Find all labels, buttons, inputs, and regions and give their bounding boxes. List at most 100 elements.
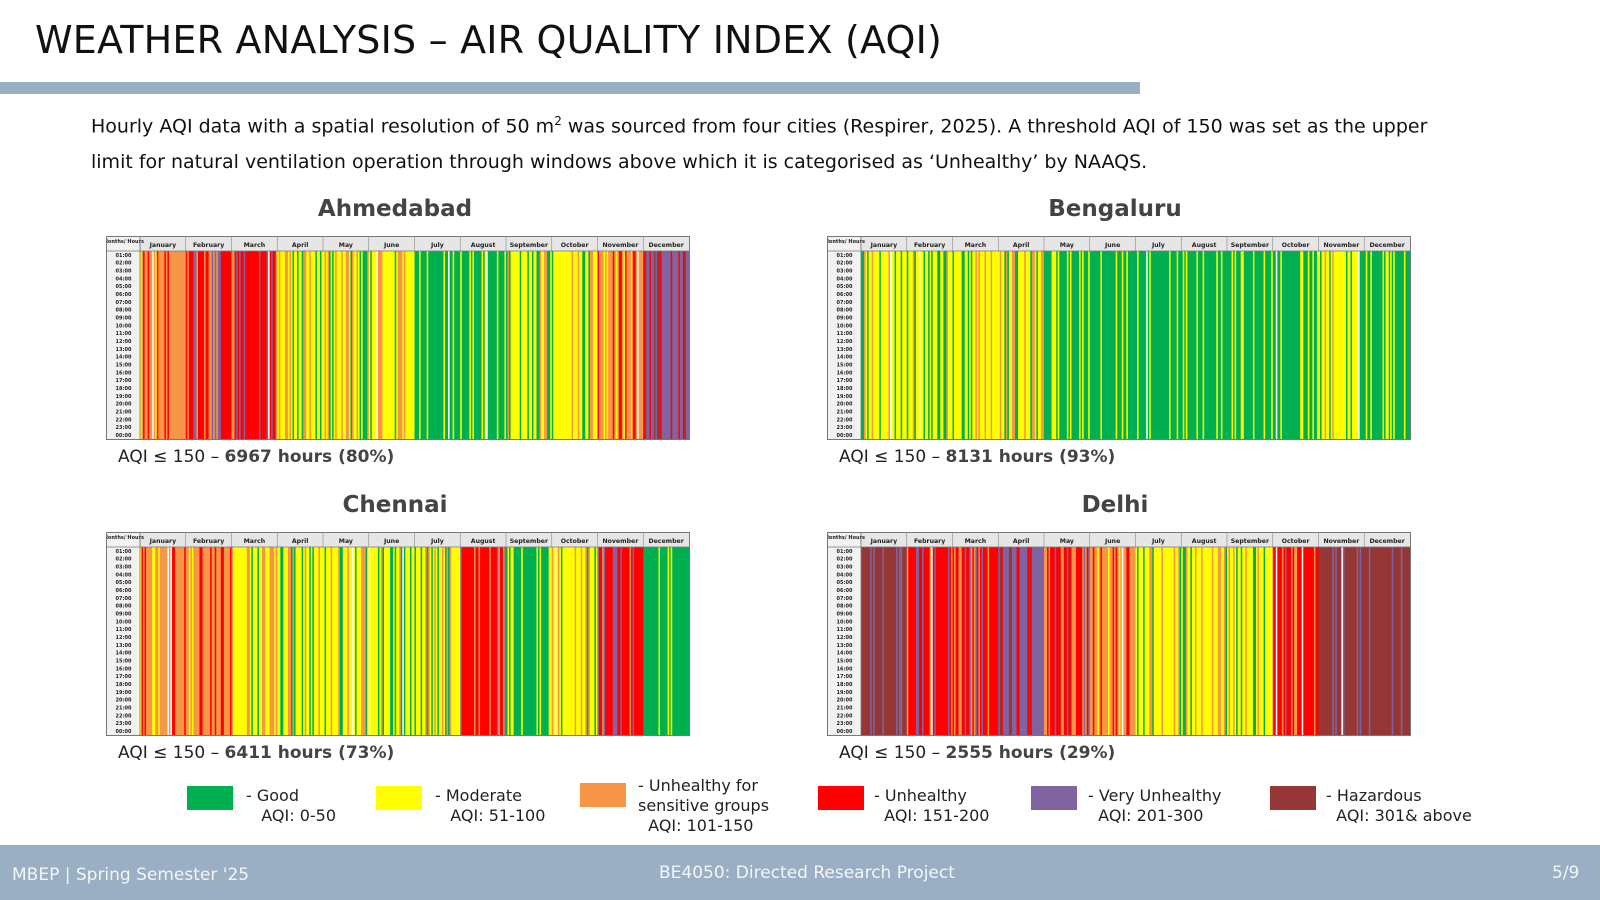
- heatmap-day-stripe: [390, 251, 393, 439]
- heatmap-day-stripe: [1356, 547, 1359, 735]
- heatmap-day-stripe: [1071, 547, 1074, 735]
- heatmap-day-stripe: [1166, 547, 1168, 735]
- heatmap-day-stripe: [1191, 251, 1194, 439]
- heatmap-day-stripe: [585, 251, 588, 439]
- heatmap-day-stripe: [295, 251, 298, 439]
- heatmap-day-stripe: [995, 547, 998, 735]
- heatmap-day-stripe: [650, 251, 653, 439]
- heatmap-day-stripe: [1025, 547, 1028, 735]
- heatmap-day-stripe: [269, 547, 272, 735]
- heatmap-day-stripe: [1237, 547, 1240, 735]
- heatmap-day-stripe: [585, 547, 588, 735]
- hour-label: 06:00: [837, 588, 853, 594]
- heatmap-day-stripe: [1246, 251, 1249, 439]
- heatmap-day-stripe: [341, 547, 344, 735]
- heatmap-day-stripe: [243, 547, 246, 735]
- heatmap-day-stripe: [1227, 547, 1229, 735]
- heatmap-day-stripe: [188, 251, 191, 439]
- heatmap-day-stripe: [609, 547, 612, 735]
- heatmap-day-stripe: [1280, 251, 1283, 439]
- heatmap-day-stripe: [347, 251, 350, 439]
- heatmap-day-stripe: [1272, 251, 1275, 439]
- heatmap-day-stripe: [394, 251, 397, 439]
- heatmap-day-stripe: [646, 547, 649, 735]
- corner-label: Months/ Hours: [828, 239, 865, 245]
- heatmap-day-stripe: [912, 547, 915, 735]
- heatmap-day-stripe: [257, 547, 260, 735]
- heatmap-day-stripe: [1384, 251, 1386, 439]
- legend-line: - Unhealthy for: [638, 776, 758, 795]
- heatmap-day-stripe: [664, 251, 667, 439]
- heatmap-day-stripe: [524, 547, 527, 735]
- heatmap-day-stripe: [667, 251, 670, 439]
- heatmap-day-stripe: [1173, 251, 1176, 439]
- heatmap-day-stripe: [262, 251, 264, 439]
- month-label: February: [193, 538, 224, 545]
- heatmap-day-stripe: [528, 547, 531, 735]
- heatmap-day-stripe: [553, 251, 556, 439]
- heatmap-day-stripe: [615, 547, 618, 735]
- heatmap-day-stripe: [1111, 547, 1114, 735]
- heatmap-day-stripe: [506, 547, 508, 735]
- heatmap-day-stripe: [394, 547, 397, 735]
- heatmap-day-stripe: [290, 547, 293, 735]
- heatmap-day-stripe: [1135, 251, 1138, 439]
- heatmap-day-stripe: [1199, 547, 1202, 735]
- heatmap-day-stripe: [228, 251, 231, 439]
- heatmap-day-stripe: [1114, 547, 1117, 735]
- heatmap-day-stripe: [1223, 251, 1226, 439]
- title-accent-bar: [0, 82, 1140, 94]
- month-label: July: [430, 242, 444, 249]
- heatmap-day-stripe: [518, 547, 521, 735]
- heatmap-day-stripe: [656, 547, 659, 735]
- heatmap-day-stripe: [649, 547, 652, 735]
- heatmap-day-stripe: [947, 547, 950, 735]
- heatmap-day-stripe: [1268, 251, 1271, 439]
- heatmap-day-stripe: [1336, 251, 1339, 439]
- heatmap-day-stripe: [260, 547, 263, 735]
- heatmap-day-stripe: [995, 251, 998, 439]
- heatmap-day-stripe: [536, 547, 539, 735]
- heatmap-day-stripe: [891, 251, 894, 439]
- heatmap-header-bg: [828, 237, 1410, 251]
- heatmap-day-stripe: [149, 547, 152, 735]
- heatmap-day-stripe: [333, 251, 336, 439]
- heatmap-day-stripe: [1355, 251, 1358, 439]
- legend-swatch-moderate: [376, 786, 422, 810]
- heatmap-day-stripe: [356, 547, 359, 735]
- heatmap-day-stripe: [255, 251, 258, 439]
- heatmap-bengaluru: January February March April May June July Augu…: [827, 236, 1411, 440]
- heatmap-day-stripe: [312, 251, 315, 439]
- hour-label: 06:00: [116, 292, 132, 298]
- heatmap-day-stripe: [1008, 251, 1011, 439]
- heatmap-day-stripe: [937, 547, 940, 735]
- heatmap-day-stripe: [364, 251, 367, 439]
- heatmap-day-stripe: [1018, 251, 1020, 439]
- heatmap-day-stripe: [441, 547, 444, 735]
- heatmap-day-stripe: [1327, 251, 1330, 439]
- hour-label: 23:00: [837, 425, 853, 431]
- heatmap-day-stripe: [911, 251, 914, 439]
- heatmap-day-stripe: [1089, 251, 1092, 439]
- chart-title-delhi: Delhi: [1081, 492, 1149, 518]
- heatmap-day-stripe: [516, 251, 519, 439]
- heatmap-day-stripe: [1327, 547, 1330, 735]
- heatmap-day-stripe: [573, 251, 576, 439]
- heatmap-day-stripe: [941, 251, 944, 439]
- heatmap-day-stripe: [231, 547, 234, 735]
- heatmap-day-stripe: [570, 547, 572, 735]
- heatmap-day-stripe: [1373, 251, 1376, 439]
- heatmap-day-stripe: [495, 251, 498, 439]
- heatmap-day-stripe: [1146, 547, 1149, 735]
- heatmap-day-stripe: [573, 547, 576, 735]
- heatmap-day-stripe: [150, 251, 153, 439]
- heatmap-day-stripe: [551, 251, 554, 439]
- heatmap-day-stripe: [379, 251, 382, 439]
- hour-label: 18:00: [116, 682, 132, 688]
- heatmap-day-stripe: [599, 251, 601, 439]
- heatmap-day-stripe: [338, 547, 341, 735]
- hour-label: 22:00: [116, 713, 132, 719]
- heatmap-day-stripe: [979, 547, 982, 735]
- heatmap-day-stripe: [402, 251, 405, 439]
- heatmap-day-stripe: [1028, 251, 1031, 439]
